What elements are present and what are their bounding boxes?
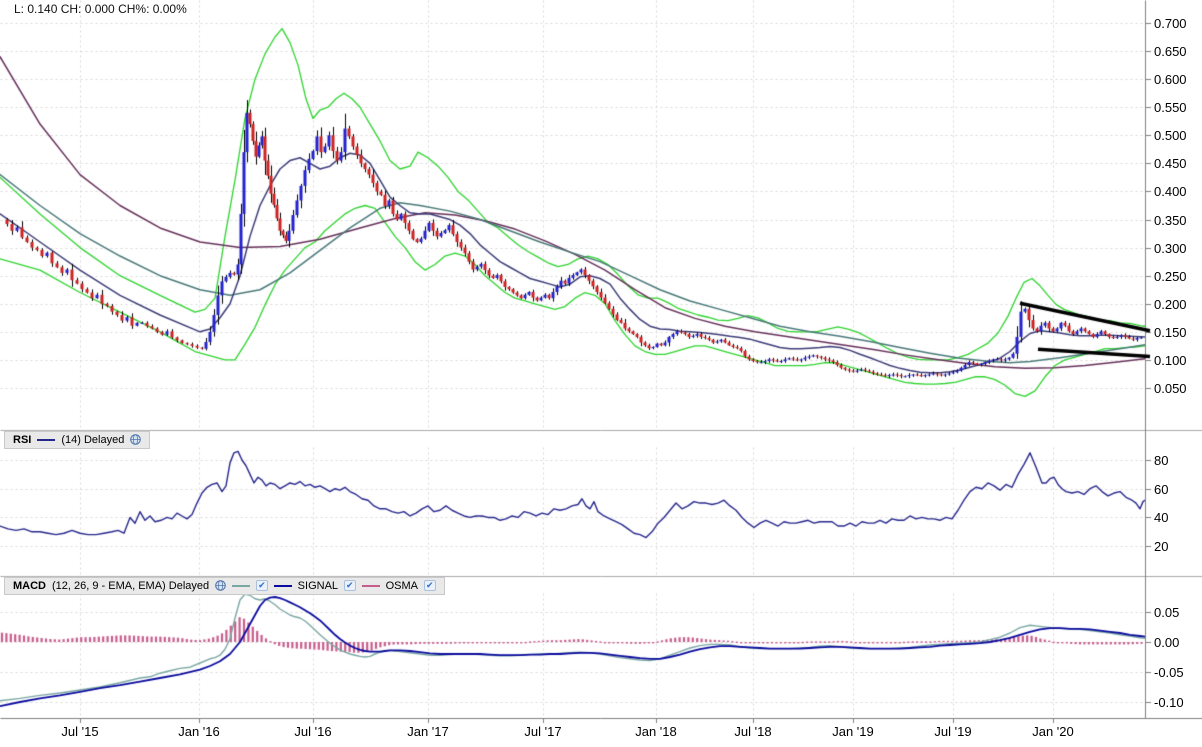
rsi-panel-header: RSI (14) Delayed: [0, 431, 1202, 449]
osma-visibility-checkbox[interactable]: ✔: [423, 580, 436, 591]
macd-title: MACD: [13, 579, 46, 592]
axis-tick-label: 0.350: [1154, 212, 1187, 228]
axis-tick-label: 0.650: [1154, 44, 1187, 60]
axis-tick-label: Jul '17: [524, 724, 562, 739]
macd-indicator-label[interactable]: MACD (12, 26, 9 - EMA, EMA) Delayed ✔ SI…: [4, 577, 445, 595]
osma-label: OSMA: [385, 579, 418, 592]
axis-tick-label: 0.050: [1154, 381, 1187, 396]
signal-line-swatch-icon: [273, 584, 292, 587]
axis-tick-label: Jan '17: [407, 724, 449, 739]
macd-visibility-checkbox[interactable]: ✔: [256, 580, 268, 591]
axis-tick-label: Jul '16: [294, 724, 332, 739]
axis-tick-label: 0.05: [1154, 605, 1180, 620]
axis-tick-label: Jan '19: [832, 724, 874, 739]
axis-tick-label: 0.00: [1154, 635, 1180, 650]
axis-tick-label: Jan '16: [178, 724, 220, 739]
axis-tick-label: 20: [1154, 539, 1169, 555]
macd-line-swatch-icon: [232, 584, 251, 587]
signal-label: SIGNAL: [297, 579, 339, 592]
last-price-readout: L: 0.140 CH: 0.000 CH%: 0.00%: [14, 2, 187, 16]
axis-tick-label: Jan '18: [635, 724, 677, 739]
globe-icon: [130, 434, 142, 445]
axis-tick-label: 0.250: [1154, 268, 1187, 284]
macd-panel-header: MACD (12, 26, 9 - EMA, EMA) Delayed ✔ SI…: [0, 577, 1202, 595]
axis-tick-label: Jul '15: [61, 724, 99, 739]
globe-icon: [215, 580, 226, 591]
rsi-params: (14) Delayed: [61, 433, 125, 446]
macd-params: (12, 26, 9 - EMA, EMA) Delayed: [52, 579, 210, 592]
axis-tick-label: 0.600: [1154, 72, 1187, 88]
axis-tick-label: -0.10: [1154, 695, 1184, 710]
axis-tick-label: 80: [1154, 453, 1169, 468]
axis-tick-label: 40: [1154, 510, 1169, 526]
axis-tick-label: Jul '19: [934, 724, 972, 739]
axis-tick-label: 0.700: [1154, 16, 1187, 31]
rsi-indicator-label[interactable]: RSI (14) Delayed: [4, 431, 151, 449]
axis-tick-label: 0.200: [1154, 296, 1187, 312]
axis-tick-label: 60: [1154, 481, 1169, 497]
axis-tick-label: Jan '20: [1032, 724, 1074, 739]
axis-tick-label: 0.500: [1154, 128, 1187, 144]
rsi-line-swatch-icon: [37, 438, 56, 441]
signal-visibility-checkbox[interactable]: ✔: [344, 580, 356, 591]
axis-tick-label: 0.100: [1154, 352, 1187, 368]
osma-line-swatch-icon: [361, 584, 380, 587]
axis-tick-label: Jul '18: [734, 724, 772, 739]
rsi-title: RSI: [13, 433, 32, 446]
axis-tick-label: 0.400: [1154, 184, 1187, 200]
axis-tick-label: -0.05: [1154, 665, 1184, 680]
axis-tick-label: 0.550: [1154, 100, 1187, 116]
axis-tick-label: 0.450: [1154, 156, 1187, 172]
axis-tick-label: 0.300: [1154, 240, 1187, 256]
axis-tick-label: 0.150: [1154, 324, 1187, 340]
